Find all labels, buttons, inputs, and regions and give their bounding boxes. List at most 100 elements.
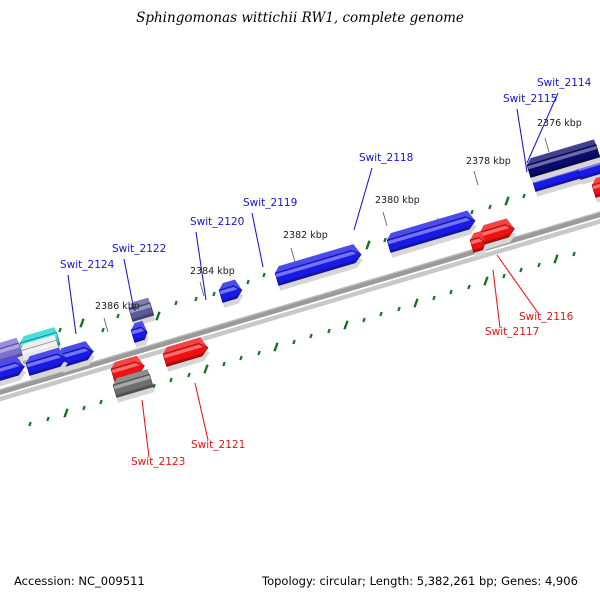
gene-label-group[interactable]: Swit_2124: [60, 259, 115, 335]
gene-feature[interactable]: [590, 175, 600, 203]
gene-shade: [534, 171, 590, 192]
gene-label[interactable]: Swit_2124: [60, 259, 115, 271]
gene-label-group[interactable]: Swit_2123: [131, 399, 185, 468]
gene-feature[interactable]: [24, 346, 69, 381]
coordinate-tick: 2378 kbp: [466, 156, 511, 186]
gene-shade: [579, 168, 600, 180]
gene-label-group[interactable]: Swit_2120: [190, 216, 244, 301]
gene-top-face: [113, 369, 150, 385]
gene-highlight: [0, 344, 20, 357]
gene-highlight: [26, 355, 62, 368]
gene-feature[interactable]: [385, 209, 478, 258]
gene-outline: [0, 362, 25, 383]
gene-labels-layer[interactable]: Swit_2114 Swit_2115 Swit_2118 Swit_2119 Swit…: [60, 77, 592, 468]
gene-body: [387, 216, 476, 253]
gene-label-leader: [194, 382, 209, 441]
gene-outline: [25, 353, 67, 376]
gene-label[interactable]: Swit_2123: [131, 456, 185, 468]
gene-top-face: [480, 218, 515, 232]
gene-shade: [482, 232, 511, 245]
gene-feature[interactable]: [217, 278, 245, 308]
gene-feature[interactable]: [525, 139, 600, 183]
gene-label-group[interactable]: Swit_2117: [485, 269, 539, 338]
gene-label-leader: [251, 212, 264, 268]
gene-label[interactable]: Swit_2114: [537, 77, 592, 89]
gene-outline: [112, 373, 154, 398]
feature-tick: [46, 416, 50, 422]
gene-shade: [472, 245, 484, 253]
gene-label[interactable]: Swit_2116: [519, 311, 574, 323]
feature-tick: [413, 298, 419, 308]
gene-label-group[interactable]: Swit_2114: [526, 77, 592, 164]
gene-label[interactable]: Swit_2115: [503, 93, 557, 105]
feature-ticks-lower-strand: [28, 251, 576, 427]
gene-shade: [133, 335, 146, 343]
gene-feature[interactable]: [0, 355, 28, 388]
gene-feature[interactable]: [468, 231, 488, 258]
gene-label-group[interactable]: Swit_2122: [112, 243, 166, 311]
gene-label[interactable]: Swit_2119: [243, 197, 297, 209]
gene-top-face: [387, 210, 476, 240]
gene-body: [0, 342, 23, 365]
gene-label-group[interactable]: Swit_2115: [503, 93, 557, 173]
coordinate-tick-leader: [199, 281, 205, 297]
gene-feature[interactable]: [161, 336, 211, 372]
feature-tick: [187, 372, 191, 378]
feature-tick: [63, 408, 69, 418]
gene-top-face: [26, 347, 67, 363]
feature-tick: [212, 291, 216, 297]
gene-label[interactable]: Swit_2117: [485, 326, 539, 338]
gene-top-face: [20, 327, 57, 343]
gene-label-leader: [353, 167, 373, 231]
feature-tick: [28, 421, 32, 427]
gene-feature[interactable]: [127, 297, 156, 327]
gene-label-group[interactable]: Swit_2116: [496, 254, 574, 323]
gene-label-group[interactable]: Swit_2121: [191, 382, 245, 451]
gene-label[interactable]: Swit_2118: [359, 152, 413, 164]
feature-tick: [58, 327, 62, 333]
gene-label-leader: [516, 108, 528, 173]
gene-highlight: [129, 303, 152, 314]
gene-outline: [386, 216, 476, 253]
feature-tick: [467, 284, 471, 290]
gene-label-group[interactable]: Swit_2119: [243, 197, 297, 268]
gene-label-leader: [195, 231, 207, 301]
feature-tick: [169, 377, 173, 383]
gene-label-group[interactable]: Swit_2118: [353, 152, 413, 231]
gene-shade: [0, 370, 21, 383]
gene-feature[interactable]: [111, 369, 155, 403]
feature-tick: [116, 313, 120, 319]
gene-top-face: [163, 337, 208, 354]
feature-tick: [362, 317, 366, 323]
gene-feature[interactable]: [56, 340, 96, 373]
gene-feature[interactable]: [0, 337, 24, 370]
feature-tick: [101, 327, 105, 333]
feature-tick: [222, 361, 226, 367]
gene-label[interactable]: Swit_2122: [112, 243, 166, 255]
coordinate-tick-label: 2382 kbp: [283, 230, 328, 241]
feature-tick: [257, 350, 261, 356]
gene-feature[interactable]: [129, 320, 150, 348]
feature-tick: [203, 364, 209, 374]
gene-body: [470, 237, 486, 253]
coordinate-tick-leader: [382, 211, 388, 227]
coordinate-tick-leader: [290, 247, 296, 263]
gene-label-leader: [67, 274, 77, 335]
coordinate-tick-label: 2378 kbp: [466, 156, 511, 167]
coordinate-tick: 2376 kbp: [537, 118, 582, 153]
gene-highlight: [113, 375, 151, 390]
gene-label-leader: [526, 92, 559, 164]
gene-feature[interactable]: [478, 217, 517, 250]
feature-tick: [82, 405, 86, 411]
gene-outline: [591, 181, 600, 198]
gene-feature[interactable]: [273, 243, 364, 291]
feature-tick: [449, 289, 453, 295]
gene-outline: [128, 302, 155, 322]
gene-top-face: [129, 297, 151, 309]
feature-tick: [79, 318, 85, 328]
gene-label[interactable]: Swit_2121: [191, 439, 245, 451]
gene-shade: [594, 190, 600, 198]
gene-label[interactable]: Swit_2120: [190, 216, 244, 228]
